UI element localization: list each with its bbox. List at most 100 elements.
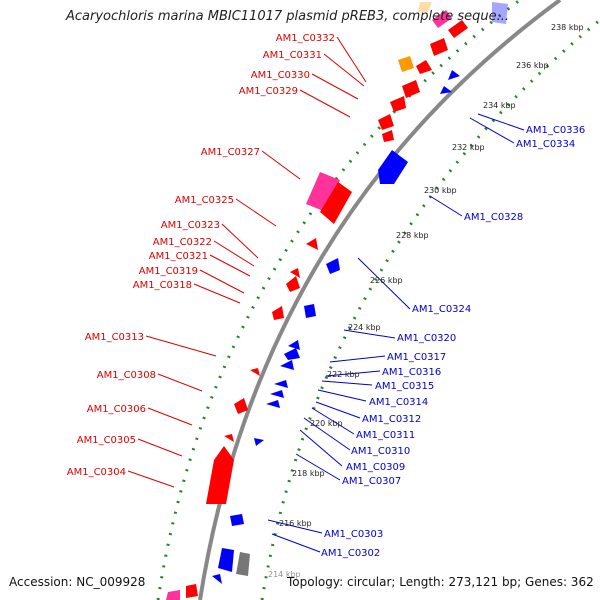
kbp-tick-label: 216 kbp bbox=[279, 519, 312, 528]
kbp-tick-label: 234 kbp bbox=[483, 101, 516, 110]
gene-feature bbox=[306, 172, 340, 212]
kbp-tick-label: 214 kbp bbox=[268, 570, 301, 579]
gene-feature bbox=[270, 390, 284, 398]
gene-feature bbox=[382, 130, 394, 142]
gene-feature bbox=[432, 10, 452, 28]
gene-label-right: AM1_C0336 bbox=[526, 125, 585, 136]
gene-feature bbox=[398, 56, 414, 72]
leader-line bbox=[477, 113, 525, 131]
gene-label-left: AM1_C0323 bbox=[161, 220, 220, 231]
gene-feature bbox=[290, 268, 300, 278]
gene-label-right: AM1_C0317 bbox=[387, 352, 446, 363]
kbp-tick-label: 236 kbp bbox=[516, 61, 549, 70]
gene-features bbox=[166, 2, 508, 600]
gene-feature bbox=[234, 398, 248, 414]
gene-label-right: AM1_C0311 bbox=[356, 430, 415, 441]
gene-feature bbox=[266, 400, 280, 408]
leader-line bbox=[315, 401, 361, 419]
map-title: Acaryochloris marina MBIC11017 plasmid p… bbox=[66, 9, 509, 24]
leader-line bbox=[469, 117, 515, 144]
gene-feature bbox=[218, 548, 234, 572]
leader-line bbox=[299, 429, 343, 467]
kbp-ticks: 238 kbp 236 kbp 234 kbp 232 kbp 230 kbp 228 k… bbox=[268, 23, 584, 579]
gene-feature bbox=[206, 446, 234, 504]
gene-label-left: AM1_C0319 bbox=[139, 266, 198, 277]
gene-feature bbox=[418, 2, 432, 12]
leader-line bbox=[209, 254, 251, 277]
leader-line bbox=[311, 407, 355, 435]
gene-feature bbox=[224, 434, 234, 442]
leader-line bbox=[261, 150, 301, 180]
gene-feature bbox=[274, 380, 288, 388]
gene-label-right: AM1_C0310 bbox=[351, 446, 410, 457]
gene-label-left: AM1_C0332 bbox=[276, 33, 335, 44]
gene-label-right: AM1_C0315 bbox=[375, 381, 434, 392]
kbp-tick-label: 228 kbp bbox=[396, 231, 429, 240]
leader-line bbox=[157, 373, 203, 392]
leader-line bbox=[323, 53, 365, 87]
gene-feature bbox=[250, 368, 260, 376]
accession-text: Accession: NC_009928 bbox=[9, 575, 146, 589]
leader-line bbox=[299, 89, 351, 118]
gene-feature bbox=[166, 590, 180, 600]
leader-line bbox=[343, 329, 396, 339]
gene-feature bbox=[390, 96, 406, 112]
gene-labels: AM1_C0332 AM1_C0331 AM1_C0330 AM1_C0329 AM1_… bbox=[67, 33, 586, 559]
gene-feature bbox=[254, 438, 264, 446]
gene-feature bbox=[272, 306, 284, 320]
leader-line bbox=[325, 370, 381, 377]
gc-dot-tracks bbox=[156, 0, 600, 600]
gene-label-right: AM1_C0316 bbox=[382, 367, 441, 378]
leader-line bbox=[295, 453, 341, 481]
gene-feature bbox=[286, 276, 300, 292]
gene-feature bbox=[280, 360, 294, 370]
gene-label-left: AM1_C0330 bbox=[251, 70, 310, 81]
leader-line bbox=[357, 257, 411, 310]
gene-label-right: AM1_C0309 bbox=[346, 462, 405, 473]
leader-line bbox=[199, 269, 245, 294]
gene-label-left: AM1_C0327 bbox=[201, 147, 260, 158]
gene-feature bbox=[430, 38, 448, 56]
gene-label-left: AM1_C0318 bbox=[133, 280, 192, 291]
leader-line bbox=[429, 195, 463, 217]
gene-label-left: AM1_C0313 bbox=[85, 332, 144, 343]
gene-label-left: AM1_C0331 bbox=[263, 50, 322, 61]
gene-label-left: AM1_C0322 bbox=[153, 237, 212, 248]
gene-feature bbox=[416, 60, 432, 74]
gene-label-right: AM1_C0334 bbox=[516, 139, 575, 150]
gc-dot-track-outer bbox=[156, 0, 521, 600]
gene-feature bbox=[304, 304, 316, 318]
gene-label-right: AM1_C0303 bbox=[324, 529, 383, 540]
leader-line bbox=[321, 380, 373, 386]
gene-feature bbox=[306, 238, 318, 250]
leader-line bbox=[127, 470, 175, 488]
gene-label-right: AM1_C0314 bbox=[369, 397, 428, 408]
kbp-tick-label: 232 kbp bbox=[452, 143, 485, 152]
gene-label-left: AM1_C0325 bbox=[175, 195, 234, 206]
gene-label-right: AM1_C0302 bbox=[321, 548, 380, 559]
kbp-tick-label: 230 kbp bbox=[424, 186, 457, 195]
leader-line bbox=[221, 223, 259, 259]
gene-label-left: AM1_C0329 bbox=[239, 86, 298, 97]
kbp-tick-label: 224 kbp bbox=[348, 323, 381, 332]
gene-feature bbox=[284, 348, 300, 360]
leader-line bbox=[311, 73, 359, 100]
gene-label-right: AM1_C0320 bbox=[397, 333, 456, 344]
gene-label-right: AM1_C0307 bbox=[342, 476, 401, 487]
gene-label-right: AM1_C0324 bbox=[412, 304, 471, 315]
topology-summary: Topology: circular; Length: 273,121 bp; … bbox=[287, 575, 594, 589]
leader-line bbox=[235, 198, 277, 227]
kbp-tick-label: 220 kbp bbox=[310, 419, 343, 428]
gc-dot-track-inner bbox=[260, 18, 600, 600]
leader-line bbox=[145, 335, 217, 357]
gene-feature bbox=[402, 80, 420, 98]
kbp-tick-label: 218 kbp bbox=[292, 469, 325, 478]
gene-label-left: AM1_C0306 bbox=[87, 404, 146, 415]
gene-label-left: AM1_C0321 bbox=[149, 251, 208, 262]
leader-line bbox=[336, 36, 367, 83]
gene-feature bbox=[440, 86, 452, 94]
gene-feature bbox=[186, 584, 198, 598]
gene-feature bbox=[212, 574, 222, 584]
label-leader-lines bbox=[127, 36, 525, 553]
